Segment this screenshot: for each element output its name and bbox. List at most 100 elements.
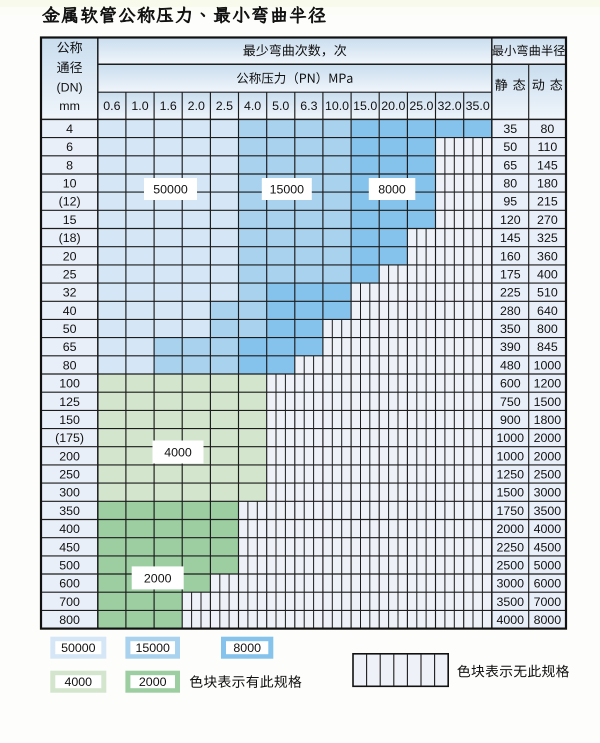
svg-text:4500: 4500 [534,540,562,554]
svg-text:2000: 2000 [144,572,172,586]
svg-text:145: 145 [500,231,521,245]
svg-text:800: 800 [59,613,80,627]
svg-text:40: 40 [63,304,77,318]
svg-text:(DN): (DN) [57,80,83,94]
svg-text:225: 225 [500,286,521,300]
svg-text:(18): (18) [59,231,81,245]
svg-text:270: 270 [537,213,558,227]
svg-text:2500: 2500 [497,559,525,573]
svg-text:7000: 7000 [534,595,562,609]
svg-text:510: 510 [537,286,558,300]
svg-text:2000: 2000 [534,431,562,445]
svg-text:350: 350 [500,322,521,336]
svg-text:120: 120 [500,213,521,227]
svg-text:500: 500 [59,559,80,573]
svg-text:95: 95 [503,195,517,209]
svg-text:32.0: 32.0 [438,99,462,113]
svg-text:5.0: 5.0 [272,99,289,113]
svg-text:600: 600 [500,377,521,391]
svg-text:800: 800 [537,322,558,336]
svg-text:125: 125 [59,395,80,409]
svg-text:360: 360 [537,249,558,263]
svg-text:2000: 2000 [139,675,167,689]
svg-text:845: 845 [537,340,558,354]
svg-text:2000: 2000 [497,522,525,536]
svg-text:600: 600 [59,577,80,591]
svg-text:35: 35 [503,122,517,136]
svg-text:4.0: 4.0 [244,99,261,113]
svg-text:2000: 2000 [534,449,562,463]
svg-text:350: 350 [59,504,80,518]
svg-text:100: 100 [59,377,80,391]
svg-text:4000: 4000 [164,446,192,460]
svg-text:1000: 1000 [497,449,525,463]
svg-text:(175): (175) [55,431,84,445]
svg-text:8000: 8000 [233,641,261,655]
svg-text:450: 450 [59,540,80,554]
svg-text:0.6: 0.6 [103,99,120,113]
svg-text:6.3: 6.3 [300,99,317,113]
svg-text:2250: 2250 [497,540,525,554]
svg-text:175: 175 [500,268,521,282]
svg-text:6000: 6000 [534,577,562,591]
svg-text:200: 200 [59,449,80,463]
svg-text:35.0: 35.0 [466,99,490,113]
svg-text:900: 900 [500,413,521,427]
svg-text:mm: mm [59,99,80,113]
svg-text:280: 280 [500,304,521,318]
svg-text:10.0: 10.0 [325,99,349,113]
svg-text:3500: 3500 [497,595,525,609]
svg-text:180: 180 [537,177,558,191]
svg-text:1000: 1000 [497,431,525,445]
svg-text:8000: 8000 [534,613,562,627]
svg-text:215: 215 [537,195,558,209]
svg-text:1800: 1800 [534,413,562,427]
svg-text:400: 400 [537,268,558,282]
svg-text:25: 25 [63,268,77,282]
svg-text:1.0: 1.0 [131,99,148,113]
svg-text:65: 65 [503,158,517,172]
svg-text:1200: 1200 [534,377,562,391]
svg-text:1500: 1500 [497,486,525,500]
svg-text:400: 400 [59,522,80,536]
svg-text:4000: 4000 [497,613,525,627]
svg-text:80: 80 [503,177,517,191]
svg-text:(12): (12) [59,195,81,209]
svg-text:1000: 1000 [534,358,562,372]
svg-text:50: 50 [63,322,77,336]
svg-text:80: 80 [63,358,77,372]
svg-text:3500: 3500 [534,504,562,518]
svg-text:4: 4 [66,122,73,136]
svg-text:1750: 1750 [497,504,525,518]
svg-text:145: 145 [537,158,558,172]
svg-text:8000: 8000 [378,183,406,197]
svg-text:1250: 1250 [497,468,525,482]
svg-text:10: 10 [63,177,77,191]
svg-text:80: 80 [541,122,555,136]
svg-text:250: 250 [59,468,80,482]
svg-text:50000: 50000 [61,641,96,655]
svg-text:640: 640 [537,304,558,318]
svg-text:3000: 3000 [534,486,562,500]
svg-text:20: 20 [63,249,77,263]
svg-text:6: 6 [66,140,73,154]
svg-text:160: 160 [500,249,521,263]
svg-text:390: 390 [500,340,521,354]
svg-text:15000: 15000 [270,183,305,197]
svg-text:2.0: 2.0 [188,99,205,113]
svg-text:1.6: 1.6 [160,99,177,113]
svg-text:2.5: 2.5 [216,99,233,113]
svg-text:150: 150 [59,413,80,427]
svg-text:50000: 50000 [153,183,188,197]
svg-text:4000: 4000 [65,675,93,689]
svg-text:300: 300 [59,486,80,500]
svg-text:3000: 3000 [497,577,525,591]
svg-text:5000: 5000 [534,559,562,573]
svg-text:50: 50 [503,140,517,154]
svg-text:480: 480 [500,358,521,372]
svg-text:32: 32 [63,286,77,300]
svg-text:700: 700 [59,595,80,609]
svg-text:15: 15 [63,213,77,227]
svg-text:15.0: 15.0 [353,99,377,113]
svg-text:110: 110 [538,140,558,154]
